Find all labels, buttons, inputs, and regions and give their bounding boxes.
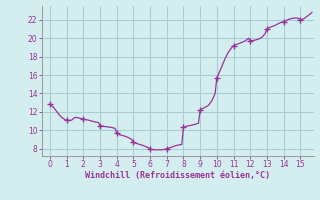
- X-axis label: Windchill (Refroidissement éolien,°C): Windchill (Refroidissement éolien,°C): [85, 171, 270, 180]
